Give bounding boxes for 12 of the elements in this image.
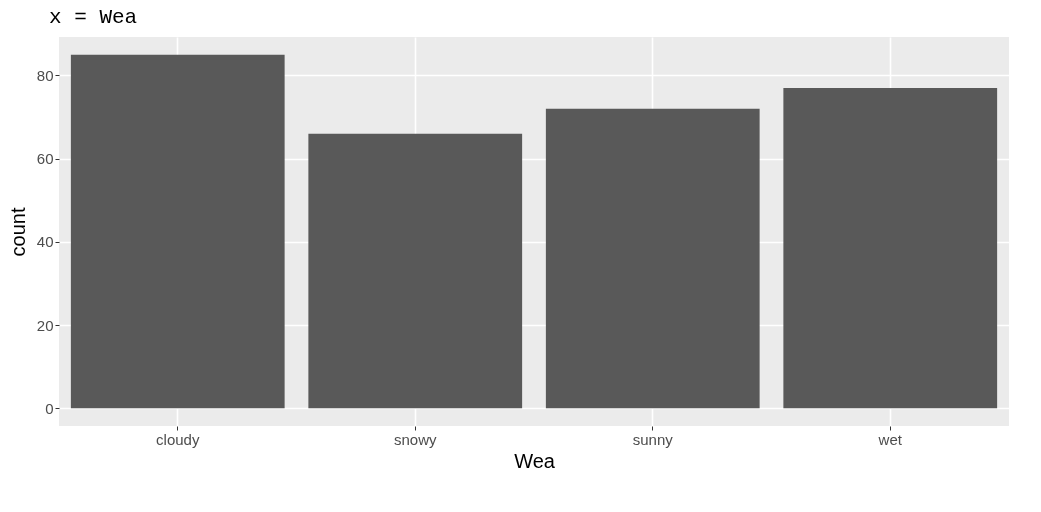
x-axis-title: Wea xyxy=(514,449,556,472)
chart-title: x = Wea xyxy=(49,6,138,29)
y-tick-label: 60 xyxy=(36,150,54,168)
x-tick-label: cloudy xyxy=(156,430,200,448)
x-tick-label: sunny xyxy=(632,430,674,448)
y-axis-title: count xyxy=(6,207,29,257)
x-tick-label: snowy xyxy=(393,430,437,448)
y-tick-label: 20 xyxy=(36,316,54,334)
y-tick-label: 0 xyxy=(45,399,54,417)
y-tick-label: 40 xyxy=(36,233,54,251)
y-tick-label: 80 xyxy=(36,66,54,84)
x-tick-label: wet xyxy=(877,430,903,448)
